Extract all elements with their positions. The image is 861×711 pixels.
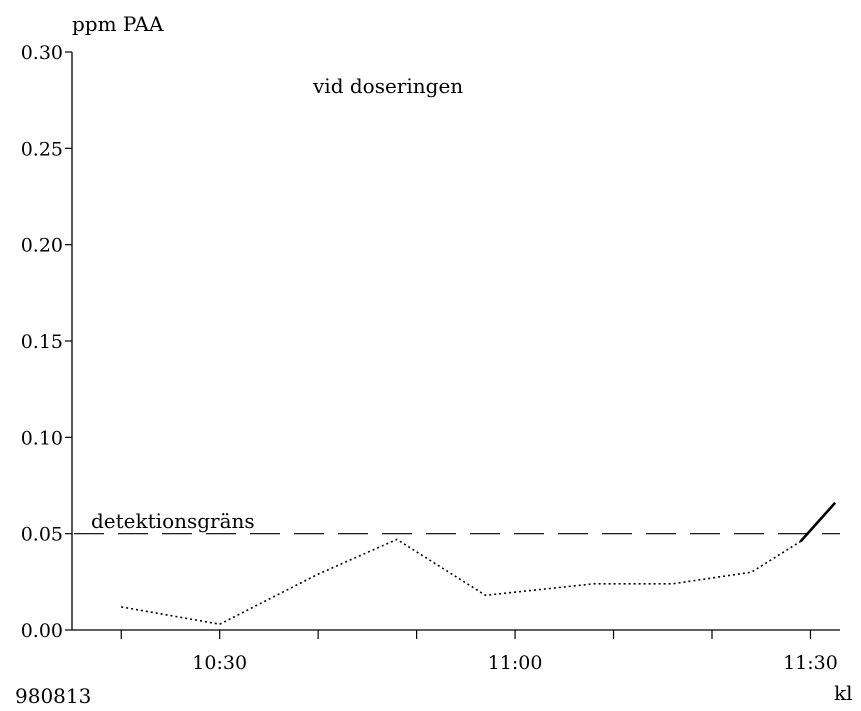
y-tick-label: 0.10 [21,427,63,449]
y-tick-label: 0.00 [21,620,63,642]
x-axis-label: kl [834,681,853,705]
y-axis-label: ppm PAA [72,12,164,36]
detection-limit-label: detektionsgräns [91,509,255,533]
chart-title: vid doseringen [312,74,463,98]
x-tick-label: 11:30 [783,652,838,674]
y-tick-label: 0.15 [21,331,63,353]
y-tick-label: 0.30 [21,42,63,64]
series-line-solid [799,501,837,543]
date-label: 980813 [15,684,91,708]
series-line-dotted [121,538,802,626]
y-tick-label: 0.20 [21,235,63,257]
x-tick-label: 11:00 [488,652,543,674]
y-tick-label: 0.05 [21,524,63,546]
x-tick-label: 10:30 [192,652,247,674]
plot-area: 0.00 0.05 0.10 0.15 0.20 0.25 0.30 10:30 11:00 11… [21,42,840,674]
y-tick-label: 0.25 [21,138,63,160]
